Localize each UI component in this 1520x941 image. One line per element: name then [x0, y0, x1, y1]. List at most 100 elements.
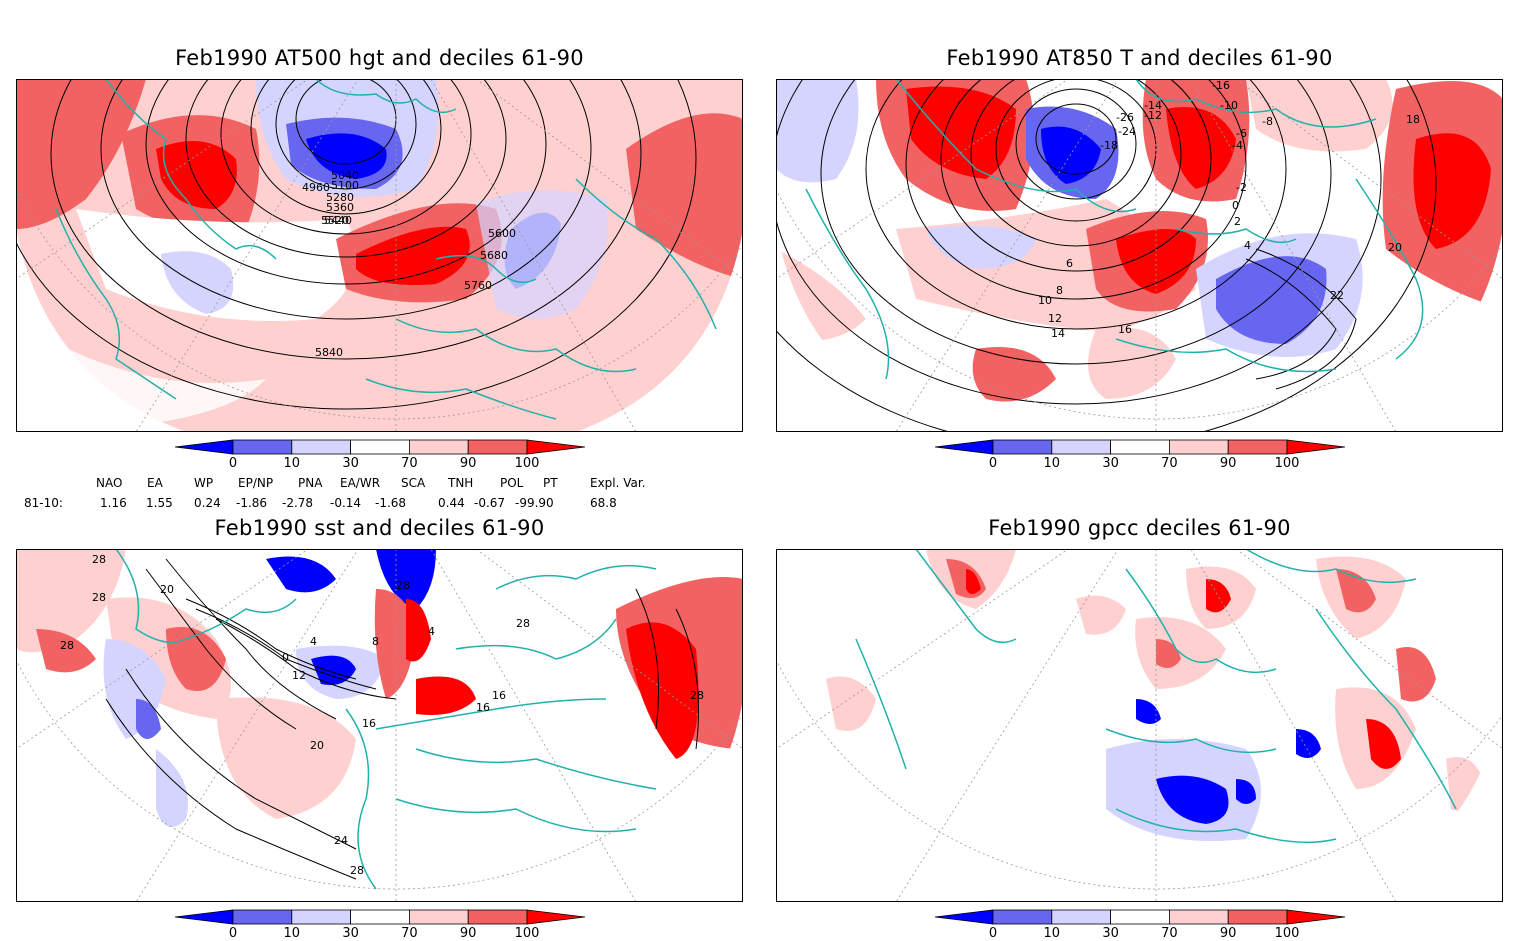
- index-header: Expl. Var.: [590, 476, 646, 490]
- colorbar-segment: [408, 439, 469, 455]
- index-value: -0.67: [474, 496, 506, 510]
- colorbar-tick-label: 70: [1161, 926, 1178, 941]
- contour-label: 14: [1051, 327, 1065, 340]
- contour-label: -10: [1220, 99, 1238, 112]
- colorbar-segment: [232, 439, 293, 455]
- index-header: WP: [194, 476, 214, 490]
- colorbar-tick-label: 70: [401, 926, 418, 941]
- contour-label: 18: [1406, 113, 1420, 126]
- colorbar-segment: [992, 909, 1053, 925]
- colorbar-tick-label: 10: [283, 926, 301, 941]
- colorbar-segment: [526, 439, 585, 455]
- contour-label: 4: [1244, 239, 1251, 252]
- contour-label: 28: [516, 617, 530, 630]
- contour-label: -12: [1144, 109, 1162, 122]
- index-value: 0.44: [438, 496, 465, 510]
- contour-label: 5600: [488, 227, 516, 240]
- colorbar-segment: [1110, 909, 1170, 925]
- index-value: 0.24: [194, 496, 221, 510]
- contour-label: 16: [362, 717, 376, 730]
- colorbar-segment: [1227, 439, 1288, 455]
- colorbar-labels: 0 10 30 70 90 100: [175, 456, 585, 472]
- index-value: -0.14: [330, 496, 362, 510]
- contour-label: -18: [1100, 139, 1118, 152]
- colorbar-tick-label: 90: [1219, 456, 1237, 471]
- colorbar-segment: [935, 909, 994, 925]
- map-panel-hgt: 4960 5040 5100 5280 5360 5440 5520 5600 …: [16, 79, 743, 432]
- colorbar-segment: [1227, 909, 1288, 925]
- contour-label: 20: [160, 583, 174, 596]
- teleconnection-index-table: NAO EA WP EP/NP PNA EA/WR SCA TNH POL PT…: [0, 474, 760, 514]
- contour-label: 5840: [315, 346, 343, 359]
- contour-label: 20: [1388, 241, 1402, 254]
- index-value: -1.86: [236, 496, 268, 510]
- colorbar-segment: [467, 439, 528, 455]
- index-value: 68.8: [590, 496, 617, 510]
- contour-label: 12: [1048, 312, 1062, 325]
- colorbar-segment: [232, 909, 293, 925]
- colorbar-segment: [992, 439, 1053, 455]
- colorbar-tick-label: 90: [459, 926, 477, 941]
- contour-label: -16: [1212, 79, 1230, 92]
- index-header: PNA: [298, 476, 323, 490]
- contour-label: 16: [1118, 323, 1132, 336]
- contour-label: 28: [350, 864, 364, 877]
- colorbar-segment: [467, 909, 528, 925]
- contour-label: 22: [1330, 289, 1344, 302]
- panel-title-hgt: Feb1990 AT500 hgt and deciles 61-90: [175, 46, 584, 70]
- colorbar-segment: [291, 909, 352, 925]
- contour-label: 5760: [464, 279, 492, 292]
- index-value: -1.68: [375, 496, 407, 510]
- panel-title-sst: Feb1990 sst and deciles 61-90: [214, 516, 545, 540]
- contour-label: 8: [372, 635, 379, 648]
- index-value: -2.78: [282, 496, 314, 510]
- contour-label: 5040: [331, 169, 359, 182]
- contour-label: 28: [396, 579, 410, 592]
- index-header: EA/WR: [340, 476, 381, 490]
- contour-label: 28: [92, 591, 106, 604]
- colorbar-segment: [1286, 909, 1345, 925]
- colorbar: [175, 439, 585, 455]
- contour-label: 4: [310, 635, 317, 648]
- colorbar-tick-label: 0: [228, 926, 238, 941]
- colorbar-segment: [175, 439, 234, 455]
- colorbar-labels: 0 10 30 70 90 100: [175, 926, 585, 941]
- index-value: 1.55: [146, 496, 173, 510]
- colorbar-segment: [1110, 439, 1170, 455]
- colorbar-segment: [1051, 909, 1112, 925]
- contour-label: 10: [1038, 294, 1052, 307]
- colorbar-segment: [350, 909, 410, 925]
- colorbar-segment: [291, 439, 352, 455]
- index-header: EP/NP: [238, 476, 274, 490]
- contour-label: 28: [92, 553, 106, 566]
- colorbar-segment: [1286, 439, 1345, 455]
- colorbar-tick-label: 30: [1102, 456, 1119, 471]
- contour-label: -2: [1236, 181, 1247, 194]
- contour-label: -4: [1232, 139, 1243, 152]
- contour-label: 0: [282, 651, 289, 664]
- colorbar-segment: [350, 439, 410, 455]
- colorbar-tick-label: 100: [514, 926, 540, 941]
- contour-label: 5520: [321, 214, 349, 227]
- index-value: -99.90: [515, 496, 554, 510]
- panel-title-t850: Feb1990 AT850 T and deciles 61-90: [946, 46, 1333, 70]
- contour-label: 5280: [326, 191, 354, 204]
- colorbar-labels: 0 10 30 70 90 100: [935, 926, 1345, 941]
- contour-label: -26: [1116, 111, 1134, 124]
- contour-label: 4960: [302, 181, 330, 194]
- contour-label: -24: [1118, 125, 1136, 138]
- index-header: EA: [147, 476, 163, 490]
- map-panel-gpcc: [776, 549, 1503, 902]
- colorbar-tick-label: 90: [459, 456, 477, 471]
- index-header: POL: [500, 476, 524, 490]
- index-header: SCA: [401, 476, 426, 490]
- colorbar-segment: [1168, 909, 1229, 925]
- contour-label: 24: [334, 834, 348, 847]
- map-panel-sst: 28 28 28 28 20 0 4 8 12 16 16 16 20 24 2…: [16, 549, 743, 902]
- map-panel-t850: -16 -14 -12 -10 -8 -6 -4 -2 0 2 4 6 8 10…: [776, 79, 1503, 432]
- contour-label: -14: [1144, 99, 1162, 112]
- contour-label: -6: [1236, 127, 1247, 140]
- colorbar-tick-label: 0: [988, 456, 998, 471]
- contour-label: 4: [428, 625, 435, 638]
- contour-label: 6: [1066, 257, 1073, 270]
